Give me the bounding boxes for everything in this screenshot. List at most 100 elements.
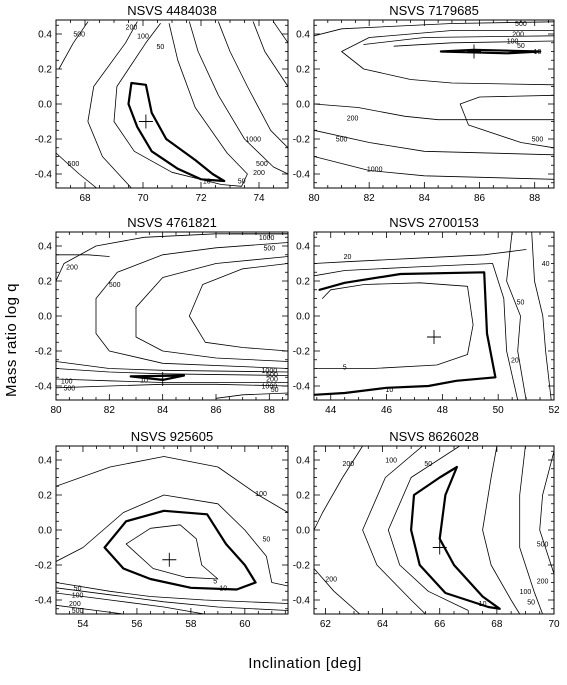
y-tick-label: -0.2	[293, 347, 311, 358]
panel-frame	[55, 445, 289, 615]
x-tick-label: 82	[364, 193, 376, 204]
y-tick-label: 0.2	[38, 491, 52, 502]
contour-label: 20	[511, 357, 519, 364]
contour-line	[314, 446, 363, 531]
x-tick-label: 48	[437, 405, 449, 416]
contour-group	[314, 446, 554, 614]
x-tick-label: 50	[493, 405, 505, 416]
contour-label: 200	[347, 116, 359, 123]
contour-line	[135, 256, 288, 362]
contour-label: 100	[61, 378, 73, 385]
x-tick-label: 86	[474, 193, 486, 204]
contour-line-bold	[103, 509, 257, 591]
x-tick-label: 84	[157, 405, 169, 416]
contour-line	[56, 378, 288, 383]
contour-label: 1000	[367, 166, 383, 173]
contour-line	[56, 152, 97, 188]
y-tick-label: -0.4	[293, 170, 311, 181]
contour-line	[316, 282, 474, 369]
contour-label: 10	[385, 387, 393, 394]
contour-label: 500	[336, 137, 348, 144]
contour-line	[387, 446, 469, 611]
contour-line	[252, 21, 288, 87]
contour-label: 10	[203, 179, 211, 186]
contour-line	[314, 21, 554, 37]
y-tick-label: 0.0	[296, 100, 310, 111]
x-tick-label: 70	[137, 193, 149, 204]
contour-label: 500	[266, 372, 278, 379]
contour-label: 5	[213, 578, 217, 585]
contour-label: 1000	[262, 368, 278, 375]
x-tick-label: 88	[264, 405, 276, 416]
x-tick-label: 68	[491, 619, 503, 630]
contour-line	[314, 568, 361, 614]
contour-label: 200	[66, 265, 78, 272]
contour-line-bold	[129, 374, 186, 381]
contour-line	[56, 604, 124, 614]
contour-label: 500	[263, 245, 275, 252]
x-tick-label: 68	[79, 193, 91, 204]
best-fit-marker	[432, 540, 447, 555]
contour-label: 50	[517, 43, 525, 50]
contour-line-bold	[410, 465, 501, 610]
contour-line-bold	[127, 81, 226, 183]
y-tick-label: 0.0	[38, 312, 52, 323]
contour-line	[362, 446, 426, 614]
contour-label: 100	[255, 491, 267, 498]
contour-group	[56, 21, 288, 188]
contour-label: 200	[253, 170, 265, 177]
y-tick-label: 0.2	[296, 491, 310, 502]
contour-line	[56, 592, 205, 614]
y-tick-label: -0.4	[35, 170, 53, 181]
best-fit-marker	[162, 552, 177, 567]
x-tick-label: 86	[210, 405, 222, 416]
y-tick-label: -0.2	[35, 561, 53, 572]
contour-line	[519, 446, 543, 614]
best-fit-marker	[427, 330, 441, 344]
contour-label: 1000	[259, 235, 275, 242]
y-tick-label: -0.2	[35, 135, 53, 146]
x-tick-label: 82	[104, 405, 116, 416]
contour-line	[189, 21, 288, 175]
x-tick-label: 56	[131, 619, 143, 630]
y-axis-label: Mass ratio log q	[3, 283, 20, 397]
x-tick-label: 52	[548, 405, 560, 416]
contour-line	[56, 233, 288, 282]
contour-label: 50	[157, 44, 165, 51]
best-fit-marker	[467, 44, 481, 59]
contour-label: 200	[126, 25, 138, 32]
y-tick-label: 0.0	[296, 312, 310, 323]
best-fit-marker	[138, 114, 153, 129]
contour-label: 200	[537, 578, 549, 585]
contour-line	[56, 587, 288, 611]
y-tick-label: -0.4	[293, 596, 311, 607]
contour-line-bold	[314, 271, 497, 396]
panel-title: NSVS 4484038	[127, 3, 217, 18]
contour-label: 5	[343, 364, 347, 371]
x-tick-label: 62	[320, 619, 332, 630]
contour-group	[314, 232, 552, 400]
y-tick-label: 0.4	[296, 242, 310, 253]
y-tick-label: 0.4	[296, 30, 310, 41]
contour-label: 100	[137, 33, 149, 40]
x-tick-label: 88	[529, 193, 541, 204]
contour-group	[56, 446, 288, 614]
contour-label: 50	[238, 179, 246, 186]
contour-label: 10	[534, 49, 542, 56]
contour-label: 500	[109, 282, 121, 289]
x-tick-label: 44	[325, 405, 337, 416]
contour-line	[95, 242, 288, 369]
panel-title: NSVS 7179685	[389, 3, 479, 18]
contour-label: 500	[537, 542, 549, 549]
x-tick-label: 70	[548, 619, 560, 630]
contour-label: 500	[532, 137, 544, 144]
contour-label: 100	[385, 458, 397, 465]
contour-label: 50	[74, 585, 82, 592]
y-tick-label: 0.4	[38, 456, 52, 467]
y-tick-label: 0.2	[296, 65, 310, 76]
x-tick-label: 54	[77, 619, 89, 630]
contour-label: 200	[69, 601, 81, 608]
